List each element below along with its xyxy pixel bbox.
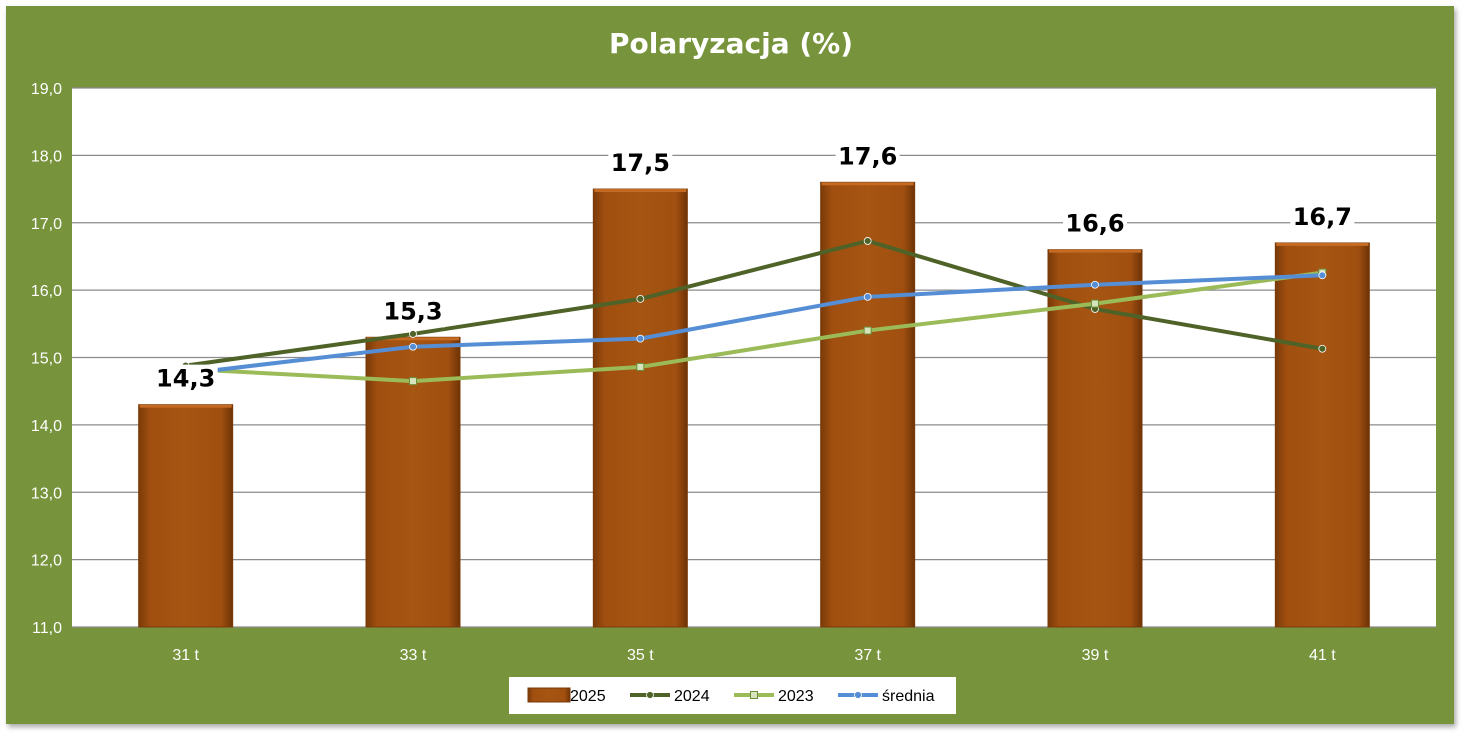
point-marker: [1318, 271, 1327, 280]
y-tick-label: 17,0: [31, 216, 62, 233]
point-marker: [1091, 299, 1099, 308]
series-line: [183, 270, 1325, 384]
legend-label: 2025: [570, 688, 606, 705]
bar: [592, 188, 688, 628]
point-marker: [636, 334, 645, 343]
data-label: 16,7: [1293, 203, 1352, 231]
data-labels: 14,3 15,3 17,5 17,6 16,6 16,7: [153, 142, 1355, 395]
bar: [1274, 242, 1370, 628]
bar: [365, 336, 461, 628]
bar-highlight: [594, 189, 687, 193]
legend-label: średnia: [882, 688, 935, 705]
legend-marker: [646, 691, 654, 699]
data-label-bg: [381, 297, 445, 328]
point-marker: [863, 237, 872, 245]
y-tick-label: 13,0: [31, 485, 62, 502]
data-label-bg: [1290, 202, 1355, 233]
point-marker: [863, 326, 872, 335]
point-marker: [636, 294, 645, 303]
y-tick-label: 15,0: [31, 351, 62, 368]
point-marker: [409, 330, 417, 338]
bar-highlight: [1276, 242, 1369, 246]
data-label-bg: [608, 149, 673, 180]
data-label: 15,3: [383, 297, 442, 325]
y-tick-label: 16,0: [31, 283, 62, 300]
x-tick-label: 35 t: [627, 647, 654, 664]
legend-marker: [854, 691, 862, 699]
legend-box: [509, 677, 956, 714]
x-axis-ticks: 31 t 33 t 35 t 37 t 39 t 41 t: [172, 647, 1336, 664]
series-line: [183, 238, 1325, 368]
x-tick-label: 37 t: [854, 647, 881, 664]
bar-highlight: [139, 404, 232, 408]
x-tick-label: 41 t: [1309, 647, 1336, 664]
bar-highlight: [367, 337, 459, 341]
data-label-bg: [835, 142, 900, 173]
y-tick-label: 11,0: [32, 620, 62, 637]
legend: 2025 2024 2023 średnia: [509, 677, 956, 714]
series-line: [183, 273, 1325, 376]
legend-label: 2024: [674, 688, 710, 705]
data-label: 14,3: [156, 365, 215, 393]
bar: [138, 404, 234, 628]
y-axis-ticks: 11,0 12,0 13,0 14,0 15,0 16,0 17,0 18,0 19,0: [31, 81, 62, 637]
point-marker: [1318, 344, 1327, 353]
x-tick-label: 39 t: [1082, 647, 1109, 664]
point-marker: [636, 362, 645, 371]
data-label-bg: [153, 364, 218, 395]
data-label: 16,6: [1065, 210, 1124, 238]
y-tick-label: 12,0: [31, 553, 62, 570]
bar-highlight: [821, 182, 914, 186]
data-label-bg: [1063, 209, 1127, 240]
data-label: 17,5: [611, 149, 670, 177]
legend-label: 2023: [778, 688, 814, 705]
chart-title: Polaryzacja (%): [609, 27, 853, 60]
point-marker: [409, 377, 417, 386]
gridlines: [72, 87, 1436, 628]
point-marker: [863, 292, 872, 301]
point-marker: [1091, 280, 1099, 289]
bar-highlight: [1049, 249, 1141, 253]
y-tick-label: 18,0: [31, 148, 62, 165]
legend-marker: [750, 691, 758, 699]
data-label: 17,6: [838, 142, 897, 170]
bar-series-2025: [138, 181, 1370, 628]
bar: [820, 181, 916, 628]
y-tick-label: 14,0: [31, 418, 62, 435]
x-tick-label: 33 t: [400, 647, 427, 664]
x-tick-label: 31 t: [172, 647, 199, 664]
y-tick-label: 19,0: [31, 81, 62, 98]
legend-swatch: [527, 687, 571, 703]
point-marker: [409, 342, 417, 351]
